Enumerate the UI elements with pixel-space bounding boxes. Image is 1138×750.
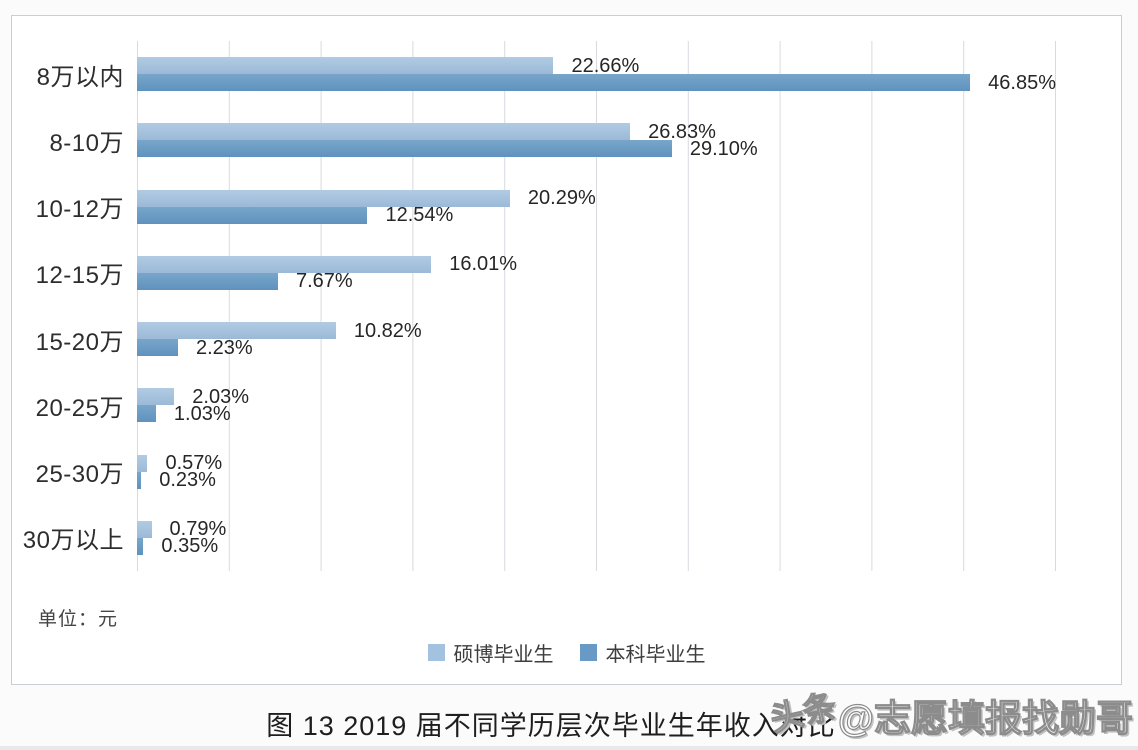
bar-group: 10.82% 2.23% (137, 319, 1056, 359)
legend-item: 硕博毕业生 (427, 638, 554, 667)
legend-swatch (427, 644, 445, 661)
value-label: 29.10% (689, 137, 758, 160)
bar-line: 12.54% (137, 204, 1056, 227)
chart-panel: 8万以内 22.66% 46.85% 8-10万 26.83% 29.10% 10-12万 2… (11, 15, 1122, 685)
bar-series-1 (137, 140, 672, 158)
watermark-brand: 头条 (766, 686, 840, 738)
bar-group: 22.66% 46.85% (137, 54, 1056, 94)
bar-series-1 (137, 471, 142, 489)
value-label: 16.01% (449, 253, 518, 276)
bar-series-0 (137, 255, 432, 273)
chart-row: 30万以上 0.79% 0.35% (12, 505, 1121, 571)
bar-line: 46.85% (137, 71, 1056, 94)
category-label: 15-20万 (35, 328, 124, 356)
bar-group: 0.79% 0.35% (137, 518, 1056, 558)
bar-group: 2.03% 1.03% (137, 385, 1056, 425)
value-label: 7.67% (295, 270, 353, 293)
bar-group: 0.57% 0.23% (137, 452, 1056, 492)
category-label: 10-12万 (35, 196, 124, 224)
category-label: 30万以上 (22, 527, 124, 555)
bar-line: 29.10% (137, 137, 1056, 160)
watermark-handle: @志愿填报找勋哥 (837, 697, 1133, 739)
category-label: 8-10万 (49, 129, 124, 157)
bar-series-0 (137, 123, 631, 141)
bar-line: 0.23% (137, 469, 1056, 492)
bar-line: 2.23% (137, 336, 1056, 359)
chart-row: 20-25万 2.03% 1.03% (12, 372, 1121, 438)
value-label: 0.35% (161, 535, 219, 558)
bar-line: 0.35% (137, 535, 1056, 558)
bar-series-0 (137, 520, 152, 538)
bar-line: 22.66% (137, 54, 1056, 77)
bar-series-1 (137, 272, 278, 290)
category-label: 25-30万 (35, 461, 124, 489)
bar-line: 0.57% (137, 452, 1056, 475)
plot-area: 8万以内 22.66% 46.85% 8-10万 26.83% 29.10% 10-12万 2… (12, 41, 1121, 571)
value-label: 20.29% (527, 187, 596, 210)
bar-series-1 (137, 206, 368, 224)
bar-series-0 (137, 388, 175, 406)
value-label: 10.82% (353, 319, 422, 342)
chart-row: 25-30万 0.57% 0.23% (12, 439, 1121, 505)
value-label: 46.85% (988, 71, 1056, 94)
bar-group: 20.29% 12.54% (137, 187, 1056, 227)
bar-line: 7.67% (137, 270, 1056, 293)
bar-series-1 (137, 405, 156, 423)
bar-group: 26.83% 29.10% (137, 120, 1056, 160)
value-label: 2.23% (195, 336, 253, 359)
bar-series-1 (137, 74, 971, 92)
bottom-edge-divider (0, 746, 1138, 750)
bar-group: 16.01% 7.67% (137, 253, 1056, 293)
bar-series-1 (137, 537, 144, 555)
unit-label: 单位：元 (38, 609, 119, 630)
legend-item: 本科毕业生 (579, 638, 706, 667)
category-label: 12-15万 (35, 262, 124, 290)
legend: 硕博毕业生 本科毕业生 (12, 638, 1121, 667)
chart-row: 12-15万 16.01% 7.67% (12, 240, 1121, 306)
value-label: 2.03% (192, 385, 250, 408)
chart-row: 10-12万 20.29% 12.54% (12, 174, 1121, 240)
bar-line: 16.01% (137, 253, 1056, 276)
bar-line: 1.03% (137, 402, 1056, 425)
bar-series-0 (137, 57, 554, 75)
bar-series-1 (137, 339, 178, 357)
chart-rows: 8万以内 22.66% 46.85% 8-10万 26.83% 29.10% 10-12万 2… (12, 41, 1121, 571)
bar-line: 10.82% (137, 319, 1056, 342)
chart-caption: 图 13 2019 届不同学历层次毕业生年收入对比 (266, 711, 836, 741)
watermark: 头条 @志愿填报找勋哥 (766, 686, 1133, 742)
category-label: 8万以内 (36, 63, 124, 91)
bar-series-0 (137, 454, 148, 472)
legend-swatch (579, 644, 597, 661)
bar-line: 2.03% (137, 385, 1056, 408)
value-label: 1.03% (173, 402, 231, 425)
value-label: 0.57% (165, 452, 223, 475)
bar-line: 0.79% (137, 518, 1056, 541)
bar-series-0 (137, 189, 510, 207)
value-label: 12.54% (385, 204, 454, 227)
value-label: 22.66% (571, 54, 640, 77)
legend-label: 本科毕业生 (605, 644, 706, 666)
chart-row: 15-20万 10.82% 2.23% (12, 306, 1121, 372)
value-label: 0.23% (159, 469, 216, 492)
legend-label: 硕博毕业生 (453, 644, 554, 666)
bar-line: 26.83% (137, 120, 1056, 143)
value-label: 26.83% (648, 120, 716, 143)
bar-series-0 (137, 322, 336, 340)
bar-line: 20.29% (137, 187, 1056, 210)
chart-row: 8-10万 26.83% 29.10% (12, 107, 1121, 173)
category-label: 20-25万 (35, 394, 124, 422)
value-label: 0.79% (169, 518, 227, 541)
chart-row: 8万以内 22.66% 46.85% (12, 41, 1121, 107)
